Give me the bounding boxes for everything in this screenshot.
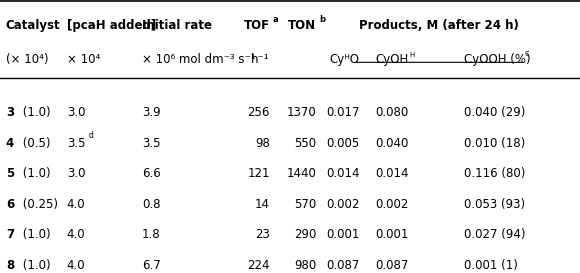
Text: 0.002: 0.002 — [326, 198, 360, 210]
Text: a: a — [273, 14, 278, 23]
Text: Initial rate: Initial rate — [142, 19, 212, 32]
Text: 0.001: 0.001 — [326, 228, 360, 241]
Text: (1.0): (1.0) — [19, 167, 50, 180]
Text: 3.5: 3.5 — [67, 136, 85, 150]
Text: 98: 98 — [255, 136, 270, 150]
Text: 4.0: 4.0 — [67, 198, 85, 210]
Text: (0.25): (0.25) — [19, 198, 57, 210]
Text: 290: 290 — [293, 228, 316, 241]
Text: TOF: TOF — [244, 19, 270, 32]
Text: 3.5: 3.5 — [142, 136, 161, 150]
Text: 7: 7 — [6, 228, 14, 241]
Text: CyOOH (%): CyOOH (%) — [464, 53, 531, 66]
Text: (1.0): (1.0) — [19, 228, 50, 241]
Text: TON: TON — [288, 19, 316, 32]
Text: (1.0): (1.0) — [19, 106, 50, 119]
Text: Catalyst: Catalyst — [6, 19, 60, 32]
Text: c: c — [525, 49, 530, 58]
Text: 6.7: 6.7 — [142, 259, 161, 272]
Text: 0.027 (94): 0.027 (94) — [464, 228, 525, 241]
Text: 121: 121 — [247, 167, 270, 180]
Text: 5: 5 — [6, 167, 14, 180]
Text: d: d — [89, 131, 93, 140]
Text: 0.8: 0.8 — [142, 198, 161, 210]
Text: 14: 14 — [255, 198, 270, 210]
Text: 224: 224 — [247, 259, 270, 272]
Text: 0.116 (80): 0.116 (80) — [464, 167, 525, 180]
Text: 570: 570 — [294, 198, 316, 210]
Text: (1.0): (1.0) — [19, 259, 50, 272]
Text: 3.0: 3.0 — [67, 167, 85, 180]
Text: b: b — [319, 14, 325, 23]
Text: 0.010 (18): 0.010 (18) — [464, 136, 525, 150]
Text: H: H — [409, 52, 414, 58]
Text: (0.5): (0.5) — [19, 136, 50, 150]
Text: 0.014: 0.014 — [375, 167, 409, 180]
Text: 6: 6 — [6, 198, 14, 210]
Text: 980: 980 — [294, 259, 316, 272]
Text: 1440: 1440 — [286, 167, 316, 180]
Text: 3.0: 3.0 — [67, 106, 85, 119]
Text: 0.001: 0.001 — [375, 228, 409, 241]
Text: 0.005: 0.005 — [327, 136, 360, 150]
Text: 4.0: 4.0 — [67, 259, 85, 272]
Text: 1.8: 1.8 — [142, 228, 161, 241]
Text: 0.053 (93): 0.053 (93) — [464, 198, 525, 210]
Text: 0.040: 0.040 — [375, 136, 409, 150]
Text: 8: 8 — [6, 259, 14, 272]
Text: 550: 550 — [294, 136, 316, 150]
Text: [pcaH added]: [pcaH added] — [67, 19, 156, 32]
Text: 256: 256 — [247, 106, 270, 119]
Text: 4: 4 — [6, 136, 14, 150]
Text: 0.002: 0.002 — [375, 198, 409, 210]
Text: (× 10⁴): (× 10⁴) — [6, 53, 48, 66]
Text: 0.014: 0.014 — [326, 167, 360, 180]
Text: h⁻¹: h⁻¹ — [251, 53, 270, 66]
Text: 0.040 (29): 0.040 (29) — [464, 106, 525, 119]
Text: 6.6: 6.6 — [142, 167, 161, 180]
Text: CyOH: CyOH — [376, 53, 409, 66]
Text: 0.017: 0.017 — [326, 106, 360, 119]
Text: 0.087: 0.087 — [375, 259, 409, 272]
Text: 4.0: 4.0 — [67, 228, 85, 241]
Text: × 10⁶ mol dm⁻³ s⁻¹: × 10⁶ mol dm⁻³ s⁻¹ — [142, 53, 256, 66]
Text: 3.9: 3.9 — [142, 106, 161, 119]
Text: × 10⁴: × 10⁴ — [67, 53, 100, 66]
Text: Products, M (after 24 h): Products, M (after 24 h) — [360, 19, 519, 32]
Text: 0.087: 0.087 — [326, 259, 360, 272]
Text: 0.001 (1): 0.001 (1) — [464, 259, 518, 272]
Text: CyᴴO: CyᴴO — [329, 53, 360, 66]
Text: 0.080: 0.080 — [376, 106, 409, 119]
Text: 1370: 1370 — [287, 106, 316, 119]
Text: 3: 3 — [6, 106, 14, 119]
Text: 23: 23 — [255, 228, 270, 241]
